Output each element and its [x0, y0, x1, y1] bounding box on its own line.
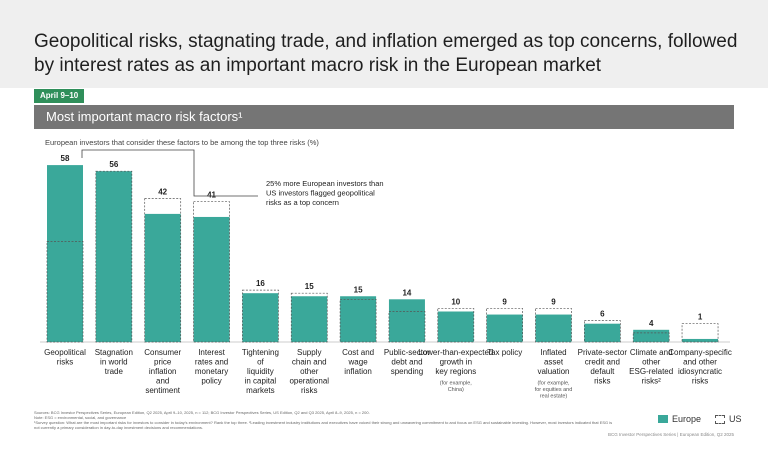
- bar-us-outline: [339, 298, 377, 343]
- bar-us-outline: [486, 308, 523, 343]
- data-label: 15: [305, 282, 314, 291]
- category-label: Inflated asset valuation: [537, 348, 569, 376]
- bar-us-outline: [535, 308, 572, 343]
- bar-us-outline: [95, 170, 133, 343]
- bar-us-outline: [388, 311, 426, 343]
- page-title: Geopolitical risks, stagnating trade, an…: [34, 31, 738, 76]
- bar-us-outline: [242, 289, 279, 343]
- category-label: Climate and other ESG-related risks²: [629, 348, 673, 386]
- category-label: Tightening of liquidity in capital markets: [242, 348, 279, 395]
- header-band: Geopolitical risks, stagnating trade, an…: [0, 0, 768, 88]
- legend-label-europe: Europe: [672, 414, 702, 424]
- category-label: Consumer price inflation and sentiment: [144, 348, 181, 395]
- legend: Europe US: [658, 414, 742, 424]
- data-label: 41: [207, 191, 216, 200]
- bar-us-outline: [583, 320, 621, 343]
- bar-us-outline: [290, 292, 328, 343]
- legend-swatch-europe: [658, 415, 668, 423]
- bar-us-outline: [46, 241, 84, 343]
- data-label: 14: [402, 288, 411, 297]
- category-label: Private-sector credit and default risks: [578, 348, 628, 386]
- bar-europe: [291, 296, 328, 342]
- data-label: 9: [502, 297, 507, 306]
- category-label: Interest rates and monetary policy: [195, 348, 228, 386]
- annotation-text: 25% more European investors than US inves…: [266, 179, 384, 207]
- bar-us-outline: [681, 323, 719, 343]
- legend-swatch-us: [715, 414, 726, 424]
- bar-europe: [144, 213, 181, 342]
- section-header: Most important macro risk factors¹: [34, 105, 734, 129]
- category-label: Public-sector debt and spending: [384, 348, 431, 376]
- category-label: Supply chain and other operational risks: [289, 348, 329, 395]
- bar-us-outline: [632, 332, 670, 343]
- bar-europe: [437, 311, 474, 342]
- bar-europe: [242, 293, 279, 342]
- footnote-sources: Sources: BCG Investor Perspectives Serie…: [34, 410, 370, 415]
- data-label: 42: [158, 188, 167, 197]
- bar-europe: [388, 299, 425, 342]
- bar-europe: [47, 165, 83, 342]
- legend-label-us: US: [729, 414, 742, 424]
- data-label: 16: [256, 279, 265, 288]
- date-badge: April 9–10: [34, 89, 85, 103]
- data-label: 6: [600, 310, 605, 319]
- category-label: Tax policy: [487, 348, 522, 357]
- category-label: Lower-than-expected growth in key regions: [418, 348, 493, 376]
- category-note: (for example, China): [440, 381, 473, 394]
- category-note: (for example, for equities and real estate…: [535, 381, 573, 400]
- bar-europe: [584, 323, 621, 342]
- data-label: 15: [354, 285, 363, 294]
- footnote-survey: ¹Survey question: What are the most impo…: [34, 420, 613, 430]
- category-label: Company-specific and other idiosyncratic ri…: [668, 348, 732, 386]
- footnotes: Sources: BCG Investor Perspectives Serie…: [34, 410, 614, 430]
- data-label: 4: [649, 319, 654, 328]
- data-label: 1: [698, 313, 703, 322]
- bar-us-outline: [144, 198, 182, 343]
- footer-source: BCG Investor Perspectives Series | Europ…: [608, 432, 734, 437]
- bar-us-outline: [437, 308, 475, 343]
- bar-us-outline: [193, 201, 230, 343]
- data-label: 56: [109, 160, 118, 169]
- bar-europe: [535, 314, 572, 342]
- section-title: Most important macro risk factors¹: [46, 109, 243, 124]
- data-label: 9: [551, 297, 556, 306]
- bar-europe: [486, 314, 523, 342]
- footnote-note: Note: ESG = environmental, social, and g…: [34, 415, 127, 420]
- chart-subtitle: European investors that consider these f…: [45, 138, 319, 147]
- annotation-bracket: [81, 149, 258, 197]
- data-label: 58: [61, 154, 70, 163]
- bar-europe: [340, 296, 377, 342]
- bar-europe: [95, 171, 132, 342]
- bar-europe: [193, 216, 230, 342]
- category-label: Geopolitical risks: [44, 348, 86, 367]
- category-label: Cost and wage inflation: [342, 348, 374, 376]
- data-label: 10: [451, 297, 460, 306]
- bar-europe: [682, 338, 719, 342]
- bar-europe: [633, 329, 670, 342]
- category-label: Stagnation in world trade: [95, 348, 133, 376]
